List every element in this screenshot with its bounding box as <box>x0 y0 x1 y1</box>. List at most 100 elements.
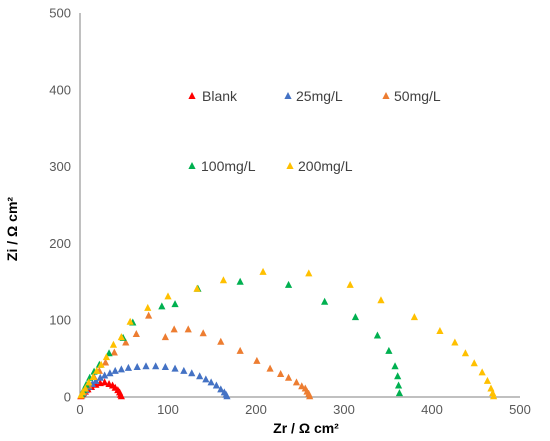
x-tick-labels: 0 100 200 300 400 500 <box>76 402 530 417</box>
series-3 <box>78 277 404 397</box>
legend-marker-triangle-icon <box>188 92 196 99</box>
data-point <box>180 366 188 374</box>
x-tick-label: 300 <box>333 402 355 417</box>
data-point <box>217 385 225 393</box>
data-point <box>117 392 125 400</box>
data-point <box>106 369 114 377</box>
data-point <box>79 388 87 396</box>
data-point <box>346 280 354 288</box>
y-tick-label: 0 <box>64 390 71 405</box>
data-point <box>470 359 478 367</box>
data-point <box>490 392 498 400</box>
data-point <box>171 364 179 372</box>
data-point <box>394 381 403 389</box>
data-point <box>144 303 152 311</box>
data-point <box>410 313 418 321</box>
legend-label: 25mg/L <box>296 88 343 104</box>
data-point <box>85 378 93 386</box>
data-point <box>377 296 385 304</box>
data-point <box>184 325 192 333</box>
data-point <box>117 333 125 341</box>
data-point <box>161 333 169 341</box>
data-point <box>193 284 201 292</box>
legend-item-25: 25mg/L <box>284 88 343 104</box>
legend-item-50: 50mg/L <box>382 88 441 104</box>
data-point <box>97 360 105 368</box>
data-point <box>298 382 306 390</box>
data-point <box>109 340 118 348</box>
data-point <box>395 389 404 397</box>
y-tick-label: 500 <box>49 6 71 21</box>
data-point <box>266 364 274 372</box>
data-point <box>259 267 267 275</box>
legend-label: 50mg/L <box>394 88 441 104</box>
data-point <box>478 368 486 376</box>
data-point <box>373 331 382 339</box>
data-point <box>284 373 293 381</box>
legend-item-100: 100mg/L <box>188 158 256 174</box>
data-point <box>124 363 132 371</box>
series-4 <box>77 267 498 400</box>
legend-marker-triangle-icon <box>286 162 294 169</box>
data-point <box>101 371 109 379</box>
data-point <box>253 356 261 364</box>
y-tick-label: 300 <box>49 159 71 174</box>
legend-marker-triangle-icon <box>188 162 196 169</box>
x-tick-label: 100 <box>157 402 179 417</box>
legend-label: Blank <box>202 88 238 104</box>
data-point <box>305 269 313 277</box>
y-axis-title: Zi / Ω cm² <box>4 197 20 261</box>
data-point <box>145 311 153 319</box>
data-point <box>236 277 244 285</box>
legend-marker-triangle-icon <box>284 92 292 99</box>
data-point <box>436 326 444 334</box>
data-point <box>277 369 285 377</box>
data-point <box>207 378 215 386</box>
data-point <box>122 338 130 346</box>
data-point <box>219 276 228 284</box>
data-point <box>96 373 104 381</box>
data-point <box>170 325 178 333</box>
x-tick-label: 200 <box>245 402 267 417</box>
data-point <box>102 353 110 361</box>
data-point <box>321 297 329 305</box>
data-point <box>385 346 393 354</box>
data-point <box>351 313 360 321</box>
series-1 <box>78 362 231 400</box>
data-point <box>284 280 293 288</box>
x-tick-label: 500 <box>509 402 531 417</box>
data-point <box>391 362 399 370</box>
data-point <box>161 363 169 371</box>
data-point <box>306 392 314 400</box>
y-tick-label: 200 <box>49 236 71 251</box>
y-tick-label: 100 <box>49 313 71 328</box>
data-point <box>164 292 172 300</box>
data-point <box>171 300 179 308</box>
data-point <box>483 376 492 384</box>
data-point <box>487 384 495 392</box>
x-axis-title: Zr / Ω cm² <box>273 420 339 436</box>
data-point <box>92 376 100 384</box>
y-tick-label: 400 <box>49 82 71 97</box>
data-point <box>451 338 459 346</box>
data-point <box>111 366 119 374</box>
data-points <box>77 267 498 400</box>
data-point <box>223 392 231 400</box>
data-point <box>199 329 207 337</box>
data-point <box>110 348 118 356</box>
data-point <box>93 366 101 374</box>
legend-label: 100mg/L <box>201 158 256 174</box>
data-point <box>81 384 89 392</box>
data-point <box>133 363 141 371</box>
legend-item-200: 200mg/L <box>286 158 353 174</box>
data-point <box>217 337 225 345</box>
data-point <box>117 365 125 373</box>
data-point <box>89 373 97 381</box>
legend-marker-triangle-icon <box>382 92 390 99</box>
data-point <box>188 369 196 377</box>
data-point <box>236 346 244 354</box>
data-point <box>132 330 140 338</box>
axes <box>79 13 520 398</box>
data-point <box>101 378 109 386</box>
